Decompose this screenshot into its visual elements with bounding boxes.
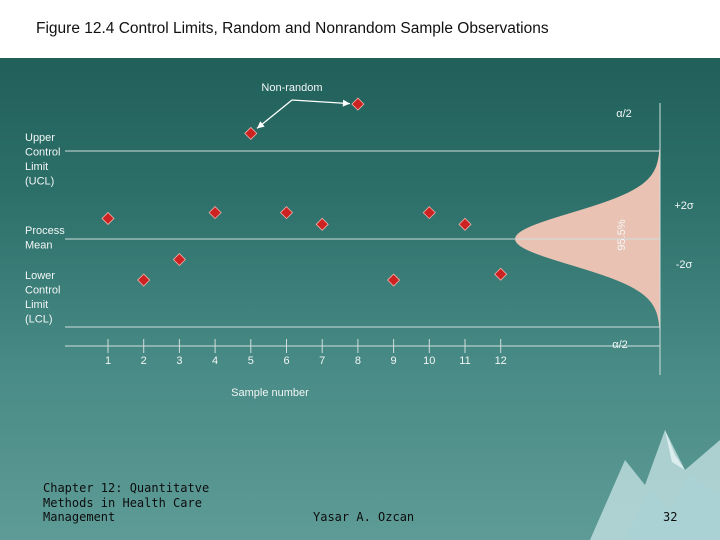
annotation-arrowhead: [342, 99, 350, 107]
mean-label-line: Process: [25, 225, 65, 237]
alpha-lower-label: α/2: [612, 339, 628, 351]
x-tick-label: 9: [391, 355, 397, 367]
plus-2sigma-label: +2σ: [674, 200, 694, 212]
data-point: [244, 126, 258, 140]
x-tick-label: 2: [141, 355, 147, 367]
minus-2sigma-label: -2σ: [676, 259, 693, 271]
data-point: [422, 206, 436, 220]
data-point: [315, 217, 329, 231]
ucl-label-line: (UCL): [25, 176, 54, 188]
x-tick-label: 7: [319, 355, 325, 367]
lcl-label: Lower Control Limit (LCL): [25, 270, 60, 326]
mean-label-line: Mean: [25, 240, 53, 252]
footer-author: Yasar A. Ozcan: [313, 510, 415, 524]
alpha-upper-label: α/2: [616, 108, 632, 120]
data-point: [101, 211, 115, 226]
ucl-label: Upper Control Limit (UCL): [25, 132, 60, 188]
x-tick-label: 5: [248, 355, 254, 367]
ucl-label-line: Upper: [25, 132, 55, 144]
data-point: [137, 273, 151, 287]
title-bar: Figure 12.4 Control Limits, Random and N…: [0, 0, 720, 58]
coverage-label: 95.5%: [616, 219, 628, 250]
x-tick-label: 12: [495, 355, 507, 367]
x-tick-label: 10: [423, 355, 435, 367]
x-tick-label: 1: [105, 355, 111, 367]
ucl-label-line: Limit: [25, 161, 48, 173]
data-point: [494, 267, 508, 281]
nonrandom-arrows: [256, 99, 350, 129]
lcl-label-line: (LCL): [25, 314, 53, 326]
ucl-label-line: Control: [25, 147, 60, 159]
lcl-label-line: Control: [25, 285, 60, 297]
data-points: [101, 97, 508, 287]
data-point: [279, 206, 294, 220]
footer-course: Chapter 12: Quantitatve Methods in Healt…: [43, 481, 210, 524]
data-point: [458, 217, 472, 231]
data-point: [351, 97, 365, 111]
x-ticks: 1 2 3 4 5 6 7 8 9 10 11 12: [105, 339, 507, 367]
x-tick-label: 8: [355, 355, 361, 367]
page-number: 32: [663, 510, 678, 524]
data-point: [387, 273, 401, 287]
annotation-arrow: [256, 99, 293, 129]
x-tick-label: 3: [176, 355, 182, 367]
data-point: [208, 206, 222, 220]
ice-decoration: [590, 430, 720, 540]
annotation-arrowhead: [257, 121, 265, 129]
x-tick-label: 6: [283, 355, 289, 367]
lcl-label-line: Lower: [25, 270, 55, 282]
x-tick-label: 4: [212, 355, 218, 367]
mean-label: Process Mean: [25, 225, 65, 252]
data-point: [172, 252, 186, 267]
page-title: Figure 12.4 Control Limits, Random and N…: [36, 20, 549, 37]
lcl-label-line: Limit: [25, 299, 48, 311]
annotation-arrow: [291, 99, 350, 105]
x-tick-label: 11: [459, 355, 470, 367]
nonrandom-label: Non-random: [261, 82, 322, 94]
x-axis-title: Sample number: [231, 387, 309, 399]
